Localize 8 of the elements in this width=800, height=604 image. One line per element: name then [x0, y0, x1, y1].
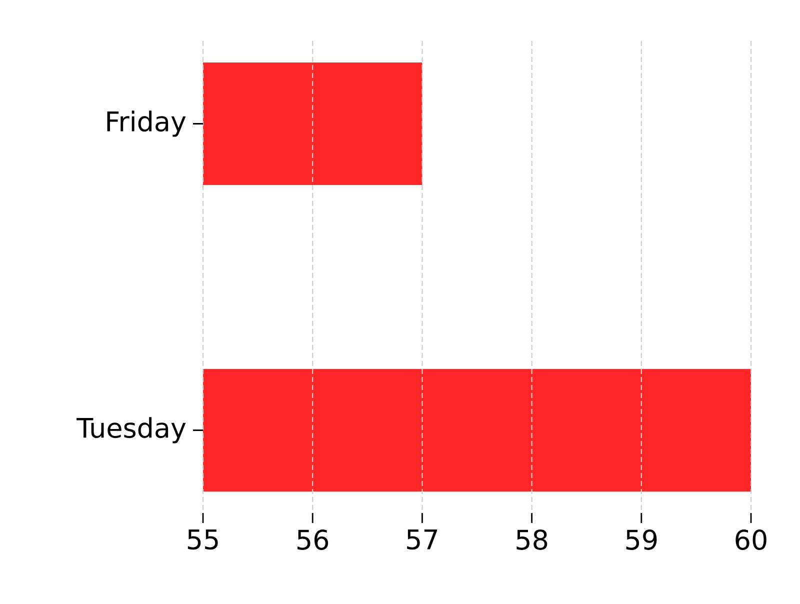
x-tick-label: 60 — [736, 530, 766, 550]
x-tick-label: 58 — [516, 530, 548, 550]
y-tick-label: Friday — [107, 110, 186, 137]
x-tick-label: 57 — [407, 530, 438, 550]
x-tick-label: 55 — [188, 530, 218, 550]
x-tick-label: 59 — [626, 530, 657, 550]
y-tick-label: Tuesday — [76, 417, 186, 444]
x-tick-label: 56 — [298, 530, 328, 550]
